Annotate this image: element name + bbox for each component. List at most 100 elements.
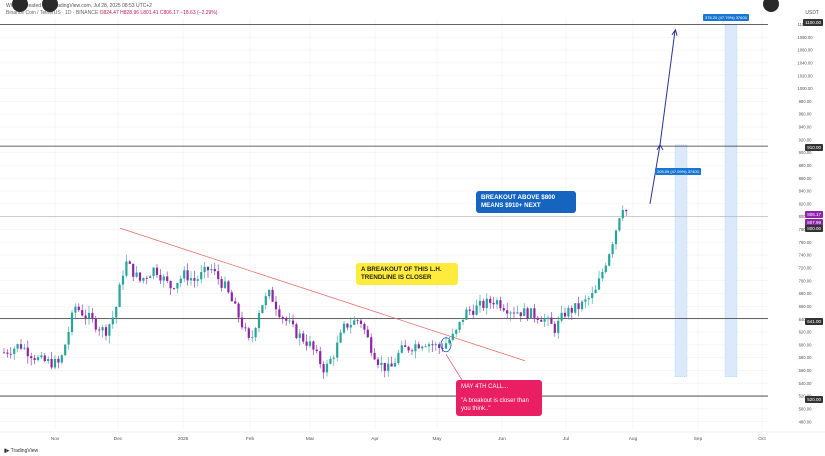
candle-body	[526, 308, 529, 319]
candle-body	[499, 300, 502, 309]
candle-body	[506, 310, 509, 314]
price-tag-current-alt: 807.99	[805, 219, 823, 226]
chart-header-line1: WCN… created with TradingView.com, Jul 2…	[6, 3, 152, 9]
y-tick-label: 700.00	[799, 278, 812, 283]
candle-body	[285, 318, 288, 321]
y-tick-label: 720.00	[799, 265, 812, 270]
candle-body	[291, 320, 295, 325]
candle-body	[23, 347, 26, 349]
candle-body	[618, 218, 621, 231]
candle-body	[543, 319, 546, 322]
candle-body	[33, 358, 36, 361]
candle-body	[574, 303, 577, 313]
candle-body	[13, 348, 16, 355]
x-tick-label: Feb	[246, 436, 255, 442]
candle-body	[597, 278, 601, 290]
candle-body	[305, 341, 308, 346]
x-tick-label: Oct	[758, 436, 766, 442]
candle-body	[312, 341, 315, 350]
y-tick-label: 880.00	[799, 163, 812, 168]
candle-body	[230, 292, 233, 302]
candle-body	[540, 319, 543, 322]
candle-body	[251, 337, 254, 339]
x-tick-label: Apr	[371, 436, 379, 442]
candle-body	[444, 343, 448, 349]
candle-body	[604, 265, 607, 272]
candle-body	[346, 323, 349, 328]
candle-body	[125, 261, 128, 276]
candle-body	[206, 266, 210, 271]
candle-body	[104, 327, 108, 336]
trendline	[119, 227, 526, 362]
y-tick-label: 1040.00	[797, 60, 813, 65]
candle-body	[390, 363, 393, 367]
candle-body	[448, 339, 451, 344]
candle-body	[625, 209, 628, 212]
candle-body	[16, 344, 19, 349]
candle-body	[43, 355, 46, 362]
may-call-callout: MAY 4TH CALL... "A breakout is closer th…	[456, 380, 542, 416]
candle-body	[77, 306, 80, 311]
candle-body	[142, 277, 145, 281]
arrow-head-icon	[656, 143, 664, 151]
candle-body	[53, 358, 57, 368]
avatar-circle	[42, 0, 58, 12]
candle-body	[274, 301, 278, 310]
candle-body	[407, 346, 410, 351]
target-zone	[674, 144, 688, 378]
candle-body	[485, 298, 488, 309]
candle-body	[118, 284, 121, 307]
candle-body	[36, 357, 40, 361]
candle-body	[223, 281, 227, 288]
candle-body	[587, 298, 590, 300]
y-tick-label: 660.00	[799, 304, 812, 309]
chart-header-line2: Binance Coin / TetherUS · 1D · BINANCE O…	[6, 10, 217, 16]
candle-body	[353, 320, 356, 325]
candle-body	[567, 307, 570, 317]
candle-body	[138, 272, 142, 281]
candle-body	[492, 302, 495, 305]
candle-body	[608, 254, 611, 266]
currency-label: USDT	[805, 10, 819, 16]
y-tick-label: 900.00	[799, 150, 812, 155]
candle-body	[594, 289, 597, 294]
price-tag-910: 910.00	[805, 144, 823, 151]
candle-body	[451, 333, 454, 340]
x-tick-label: Jul	[563, 436, 569, 442]
y-tick-label: 560.00	[799, 368, 812, 373]
candle-body	[220, 279, 223, 288]
candle-body	[570, 307, 573, 313]
candle-body	[247, 328, 250, 338]
candle-body	[203, 266, 206, 273]
candle-body	[431, 344, 434, 346]
candle-body	[81, 310, 84, 316]
candle-body	[281, 317, 284, 319]
candle-body	[176, 283, 179, 289]
candle-body	[465, 309, 468, 320]
candle-body	[393, 362, 397, 367]
y-tick-label: 500.00	[799, 406, 812, 411]
candle-body	[115, 306, 118, 318]
candle-body	[30, 356, 33, 359]
x-tick-label: 2025	[178, 436, 189, 442]
candle-body	[159, 274, 162, 281]
candle-body	[455, 329, 458, 334]
candle-body	[376, 359, 380, 365]
candle-body	[472, 310, 475, 315]
y-tick-label: 1000.00	[797, 86, 813, 91]
candle-body	[478, 300, 482, 306]
candle-body	[74, 306, 77, 313]
y-tick-label: 920.00	[799, 137, 812, 142]
y-tick-label: 840.00	[799, 189, 812, 194]
candle-body	[400, 345, 403, 353]
candle-body	[145, 277, 148, 279]
candle-body	[295, 324, 298, 338]
candle-body	[288, 320, 291, 322]
breakout-marker	[440, 337, 452, 353]
candle-body	[584, 299, 587, 302]
candle-body	[356, 320, 359, 322]
candle-body	[278, 309, 281, 318]
candle-body	[91, 312, 94, 319]
candle-body	[536, 317, 539, 320]
